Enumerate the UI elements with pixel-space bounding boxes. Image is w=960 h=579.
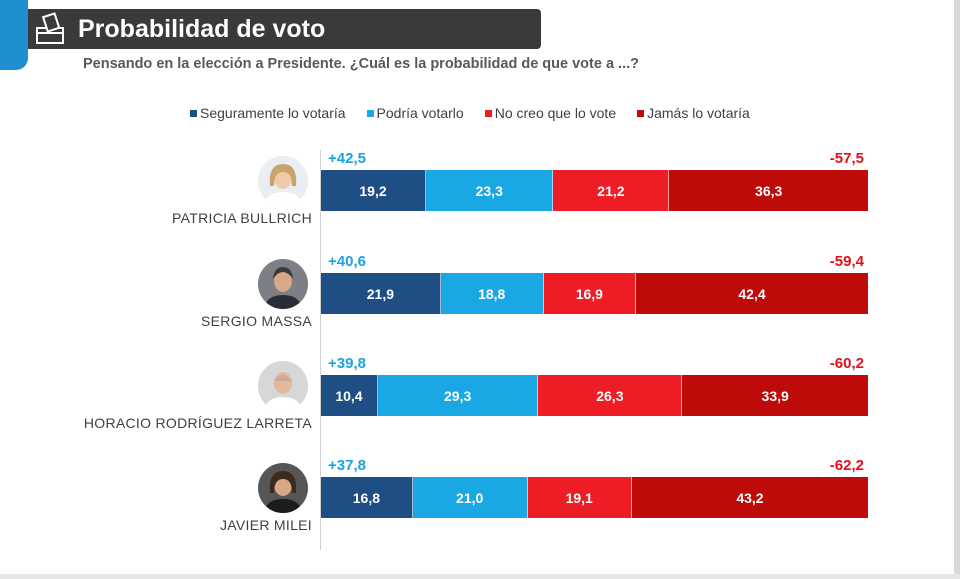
candidate-name: HORACIO RODRÍGUEZ LARRETA — [83, 415, 312, 431]
bar-value-label: 43,2 — [736, 489, 764, 506]
ballot-box-icon — [36, 12, 64, 44]
bar-segment: 16,9 — [543, 273, 637, 314]
bar-value-label: 42,4 — [738, 285, 766, 302]
bar-segment: 21,2 — [553, 170, 670, 211]
bar-value-label: 10,4 — [335, 387, 363, 404]
axis-line — [320, 150, 321, 550]
candidate-row: HORACIO RODRÍGUEZ LARRETA +39,8 -60,2 10,4 2… — [0, 355, 960, 455]
bar-segment: 19,2 — [321, 170, 427, 211]
candidate-name: SERGIO MASSA — [201, 313, 312, 329]
legend-label: Seguramente lo votaría — [200, 105, 346, 121]
legend-swatch — [637, 109, 645, 117]
candidate-row: SERGIO MASSA +40,6 -59,4 21,9 18,8 16,9 42,4 — [0, 253, 960, 353]
bar-value-label: 23,3 — [475, 182, 503, 199]
positive-total: +37,8 — [328, 457, 366, 474]
legend-label: Podría votarlo — [376, 105, 464, 121]
positive-total: +40,6 — [328, 253, 366, 270]
bar-segment: 10,4 — [321, 375, 378, 416]
candidate-photo — [258, 259, 308, 309]
bar-segment: 43,2 — [631, 477, 868, 518]
legend-swatch — [484, 109, 492, 117]
bar-value-label: 21,2 — [597, 182, 625, 199]
bar-value-label: 36,3 — [755, 182, 783, 199]
negative-total: -57,5 — [829, 150, 864, 167]
bar-segment: 21,0 — [412, 477, 528, 518]
legend-item: Seguramente lo votaría — [190, 104, 346, 122]
legend-item: Jamás lo votaría — [637, 104, 750, 122]
chart-legend: Seguramente lo votaría Podría votarlo No c… — [190, 104, 771, 122]
legend-label: No creo que lo vote — [494, 105, 617, 121]
negative-total: -59,4 — [829, 253, 864, 270]
stacked-bar: 10,4 29,3 26,3 33,9 — [321, 375, 868, 416]
bar-segment: 36,3 — [669, 170, 868, 211]
legend-swatch — [190, 109, 197, 117]
bar-value-label: 21,0 — [456, 489, 484, 506]
bar-value-label: 21,9 — [366, 285, 395, 302]
bar-segment: 21,9 — [321, 273, 441, 314]
bar-value-label: 19,1 — [565, 489, 593, 506]
legend-item: No creo que lo vote — [484, 104, 617, 122]
bar-segment: 29,3 — [377, 375, 539, 416]
bar-segment: 16,8 — [321, 477, 413, 518]
positive-total: +39,8 — [328, 355, 366, 372]
bar-segment: 18,8 — [440, 273, 544, 314]
bar-value-label: 29,3 — [444, 387, 472, 404]
bar-segment: 42,4 — [636, 273, 868, 314]
bar-segment: 23,3 — [426, 170, 554, 211]
positive-total: +42,5 — [328, 150, 366, 167]
bar-value-label: 18,8 — [478, 285, 506, 302]
candidate-photo — [258, 156, 308, 206]
legend-swatch — [366, 109, 374, 117]
bar-value-label: 26,3 — [596, 387, 624, 404]
candidate-photo — [258, 361, 308, 411]
chart-subtitle: Pensando en la elección a Presidente. ¿C… — [83, 56, 639, 72]
negative-total: -60,2 — [829, 355, 864, 372]
candidate-row: PATRICIA BULLRICH +42,5 -57,5 19,2 23,3 21,2 3… — [0, 150, 960, 250]
stacked-bar: 19,2 23,3 21,2 36,3 — [321, 170, 868, 211]
legend-item: Podría votarlo — [366, 104, 464, 122]
page-title: Probabilidad de voto — [78, 15, 326, 43]
negative-total: -62,2 — [829, 457, 864, 474]
bar-segment: 26,3 — [538, 375, 683, 416]
bar-value-label: 19,2 — [359, 182, 387, 199]
stacked-bar: 21,9 18,8 16,9 42,4 — [321, 273, 868, 314]
bar-segment: 33,9 — [682, 375, 868, 416]
frame-border-right — [954, 0, 960, 579]
frame-border-bottom — [0, 574, 960, 579]
title-bar: Probabilidad de voto — [28, 9, 541, 49]
bar-value-label: 33,9 — [761, 387, 789, 404]
legend-label: Jamás lo votaría — [647, 105, 750, 121]
corner-accent — [0, 0, 28, 70]
candidate-row: JAVIER MILEI +37,8 -62,2 16,8 21,0 19,1 43,2 — [0, 457, 960, 557]
bar-segment: 19,1 — [527, 477, 632, 518]
candidate-name: PATRICIA BULLRICH — [172, 210, 312, 226]
bar-value-label: 16,9 — [575, 285, 603, 302]
candidate-photo — [258, 463, 308, 513]
stacked-bar: 16,8 21,0 19,1 43,2 — [321, 477, 868, 518]
bar-value-label: 16,8 — [352, 489, 381, 506]
candidate-name: JAVIER MILEI — [219, 517, 312, 533]
